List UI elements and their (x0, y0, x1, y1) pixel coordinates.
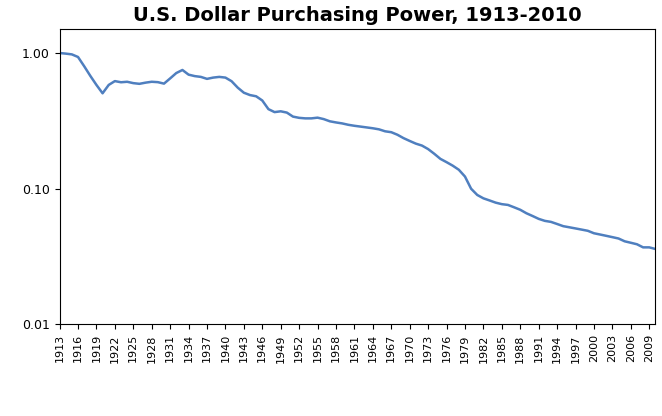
Title: U.S. Dollar Purchasing Power, 1913-2010: U.S. Dollar Purchasing Power, 1913-2010 (133, 6, 582, 25)
